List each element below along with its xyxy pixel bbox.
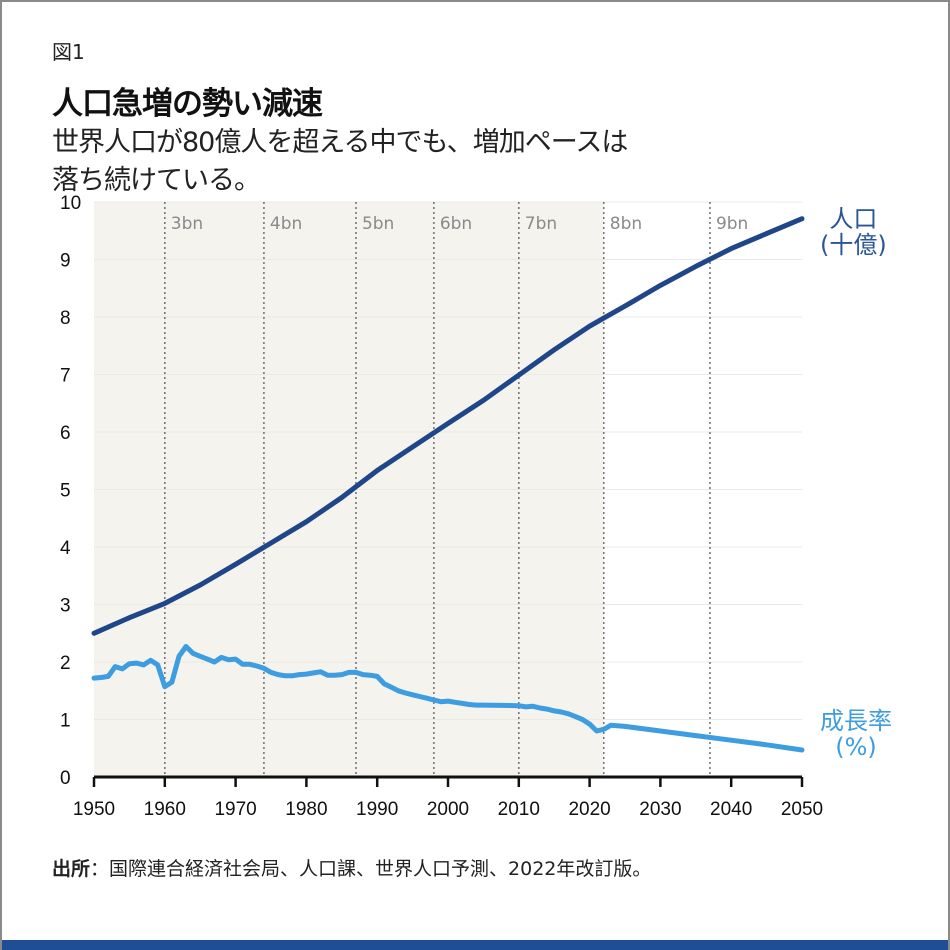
x-tick-label: 1970 — [214, 799, 256, 820]
y-tick-label: 0 — [60, 768, 71, 789]
growth-label-line-1: 成長率 — [820, 707, 892, 735]
population-series-label: 人口 (十億) — [820, 206, 887, 258]
growth-label-line-2: (%) — [835, 733, 877, 761]
y-tick-label: 5 — [60, 481, 71, 502]
y-tick-label: 3 — [60, 596, 71, 617]
x-tick-label: 1950 — [73, 799, 115, 820]
population-label-line-1: 人口 — [829, 205, 878, 233]
subtitle-line-1: 世界人口が80億人を超える中でも、増加ペースは — [52, 127, 628, 158]
subtitle-line-2: 落ち続けている。 — [52, 165, 261, 196]
x-tick-label: 2000 — [427, 799, 469, 820]
x-tick-label: 1960 — [144, 799, 186, 820]
milestone-label: 3bn — [171, 214, 203, 234]
population-label-line-2: (十億) — [820, 231, 887, 259]
figure-label: 図1 — [52, 40, 85, 64]
y-tick-label: 7 — [60, 366, 71, 387]
source-note: 出所：国際連合経済社会局、人口課、世界人口予測、2022年改訂版。 — [52, 854, 651, 881]
population-line — [91, 216, 805, 636]
milestone-label: 4bn — [270, 214, 302, 234]
x-tick-label: 2050 — [781, 799, 823, 820]
x-tick-label: 1980 — [285, 799, 327, 820]
bottom-accent-bar — [2, 940, 948, 950]
source-label: 出所 — [52, 858, 91, 880]
milestone-label: 9bn — [716, 214, 748, 234]
y-tick-label: 6 — [60, 423, 71, 444]
y-tick-label: 2 — [60, 653, 71, 674]
y-tick-label: 4 — [60, 538, 71, 559]
milestone-label: 7bn — [525, 214, 557, 234]
milestone-label: 6bn — [440, 214, 472, 234]
y-tick-label: 8 — [60, 308, 71, 329]
x-tick-label: 2020 — [568, 799, 610, 820]
milestone-label: 5bn — [362, 214, 394, 234]
x-tick-label: 2040 — [710, 799, 752, 820]
growth-series-label: 成長率 (%) — [820, 708, 892, 760]
x-tick-label: 2010 — [498, 799, 540, 820]
x-tick-label: 1990 — [356, 799, 398, 820]
milestone-label: 8bn — [610, 214, 642, 234]
growth-rate-line — [91, 644, 805, 753]
y-tick-label: 9 — [60, 251, 71, 272]
source-text: ：国際連合経済社会局、人口課、世界人口予測、2022年改訂版。 — [90, 858, 652, 880]
chart-title: 人口急増の勢い減速 — [52, 86, 323, 122]
y-tick-label: 1 — [60, 711, 71, 732]
y-tick-label: 10 — [60, 193, 81, 214]
x-tick-label: 2030 — [639, 799, 681, 820]
